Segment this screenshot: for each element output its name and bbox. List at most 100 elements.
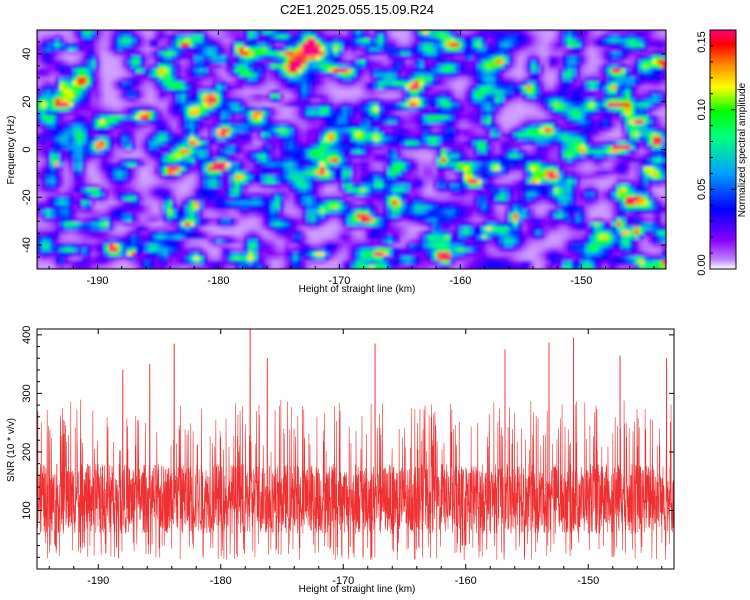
heatmap-cell — [625, 102, 631, 108]
heatmap-cell — [571, 128, 577, 134]
heatmap-cell — [158, 162, 164, 168]
heatmap-cell — [387, 85, 393, 91]
heatmap-cell — [526, 106, 532, 112]
heatmap-cell — [423, 55, 429, 61]
heatmap-cell — [576, 42, 582, 48]
heatmap-cell — [567, 128, 573, 134]
heatmap-cell — [607, 166, 613, 172]
heatmap-cell — [594, 85, 600, 91]
heatmap-cell — [571, 59, 577, 65]
heatmap-cell — [652, 38, 658, 44]
heatmap-cell — [225, 119, 231, 125]
heatmap-cell — [302, 162, 308, 168]
heatmap-cell — [261, 38, 267, 44]
heatmap-cell — [432, 47, 438, 52]
heatmap-cell — [409, 81, 415, 87]
heatmap-cell — [427, 42, 433, 48]
heatmap-cell — [481, 94, 487, 99]
heatmap-cell — [427, 162, 433, 168]
heatmap-cell — [418, 166, 424, 172]
heatmap-cell — [216, 136, 222, 142]
heatmap-cell — [400, 94, 407, 99]
heatmap-cell — [234, 102, 240, 108]
heatmap-cell — [104, 64, 110, 70]
heatmap-cell — [558, 145, 564, 151]
heatmap-cell — [490, 81, 496, 87]
heatmap-cell — [320, 106, 326, 112]
heatmap-cell — [140, 55, 146, 61]
heatmap-cell — [594, 128, 600, 134]
heatmap-cell — [387, 94, 393, 99]
heatmap-cell — [293, 140, 299, 146]
heatmap-cell — [603, 85, 609, 91]
heatmap-cell — [576, 76, 582, 82]
heatmap-cell — [189, 68, 195, 74]
heatmap-cell — [463, 170, 469, 176]
heatmap-cell — [589, 158, 595, 163]
heatmap-cell — [472, 102, 478, 108]
heatmap-cell — [405, 51, 411, 57]
heatmap-cell — [279, 76, 285, 82]
heatmap-cell — [230, 170, 236, 176]
heatmap-cell — [441, 34, 447, 40]
heatmap-cell — [239, 55, 245, 61]
heatmap-cell — [248, 68, 254, 74]
heatmap-cell — [589, 128, 595, 134]
heatmap-cell — [203, 119, 209, 125]
heatmap-cell — [481, 72, 487, 78]
heatmap-cell — [567, 64, 573, 70]
heatmap-cell — [540, 51, 546, 57]
heatmap-cell — [50, 111, 56, 116]
heatmap-cell — [104, 38, 110, 44]
heatmap-cell — [391, 179, 398, 185]
heatmap-cell — [279, 158, 285, 163]
heatmap-cell — [198, 55, 204, 61]
heatmap-cell — [517, 59, 523, 65]
heatmap-cell — [513, 38, 519, 44]
heatmap-cell — [221, 115, 227, 121]
heatmap-cell — [230, 89, 236, 95]
heatmap-cell — [239, 47, 245, 52]
heatmap-cell — [234, 175, 240, 180]
heatmap-cell — [441, 98, 447, 104]
heatmap-cell — [531, 59, 537, 65]
heatmap-cell — [508, 149, 514, 155]
heatmap-cell — [347, 111, 353, 116]
heatmap-cell — [463, 85, 469, 91]
heatmap-cell — [558, 59, 564, 65]
heatmap-cell — [486, 94, 492, 99]
heatmap-cell — [378, 179, 384, 185]
heatmap-cell — [90, 55, 96, 61]
heatmap-cell — [234, 136, 240, 142]
heatmap-cell — [364, 123, 371, 129]
heatmap-cell — [320, 162, 326, 168]
heatmap-cell — [99, 89, 105, 95]
heatmap-cell — [117, 47, 123, 52]
heatmap-cell — [126, 64, 132, 70]
heatmap-cell — [266, 76, 272, 82]
heatmap-cell — [86, 89, 92, 95]
heatmap-cell — [585, 42, 591, 48]
heatmap-cell — [234, 128, 240, 134]
heatmap-cell — [59, 166, 65, 172]
heatmap-cell — [306, 64, 312, 70]
heatmap-cell — [167, 128, 173, 134]
heatmap-cell — [459, 76, 465, 82]
heatmap-cell — [117, 59, 123, 65]
heatmap-cell — [135, 119, 141, 125]
heatmap-cell — [589, 119, 595, 125]
heatmap-cell — [230, 119, 236, 125]
heatmap-cell — [612, 140, 618, 146]
heatmap-cell — [185, 30, 191, 35]
heatmap-cell — [540, 64, 546, 70]
heatmap-cell — [567, 85, 573, 91]
heatmap-cell — [252, 175, 258, 180]
heatmap-cell — [284, 55, 290, 61]
heatmap-cell — [104, 102, 110, 108]
heatmap-cell — [81, 38, 88, 44]
heatmap-cell — [378, 140, 384, 146]
heatmap-cell — [153, 89, 159, 95]
heatmap-cell — [311, 89, 317, 95]
heatmap-cell — [162, 76, 168, 82]
heatmap-cell — [454, 175, 460, 180]
